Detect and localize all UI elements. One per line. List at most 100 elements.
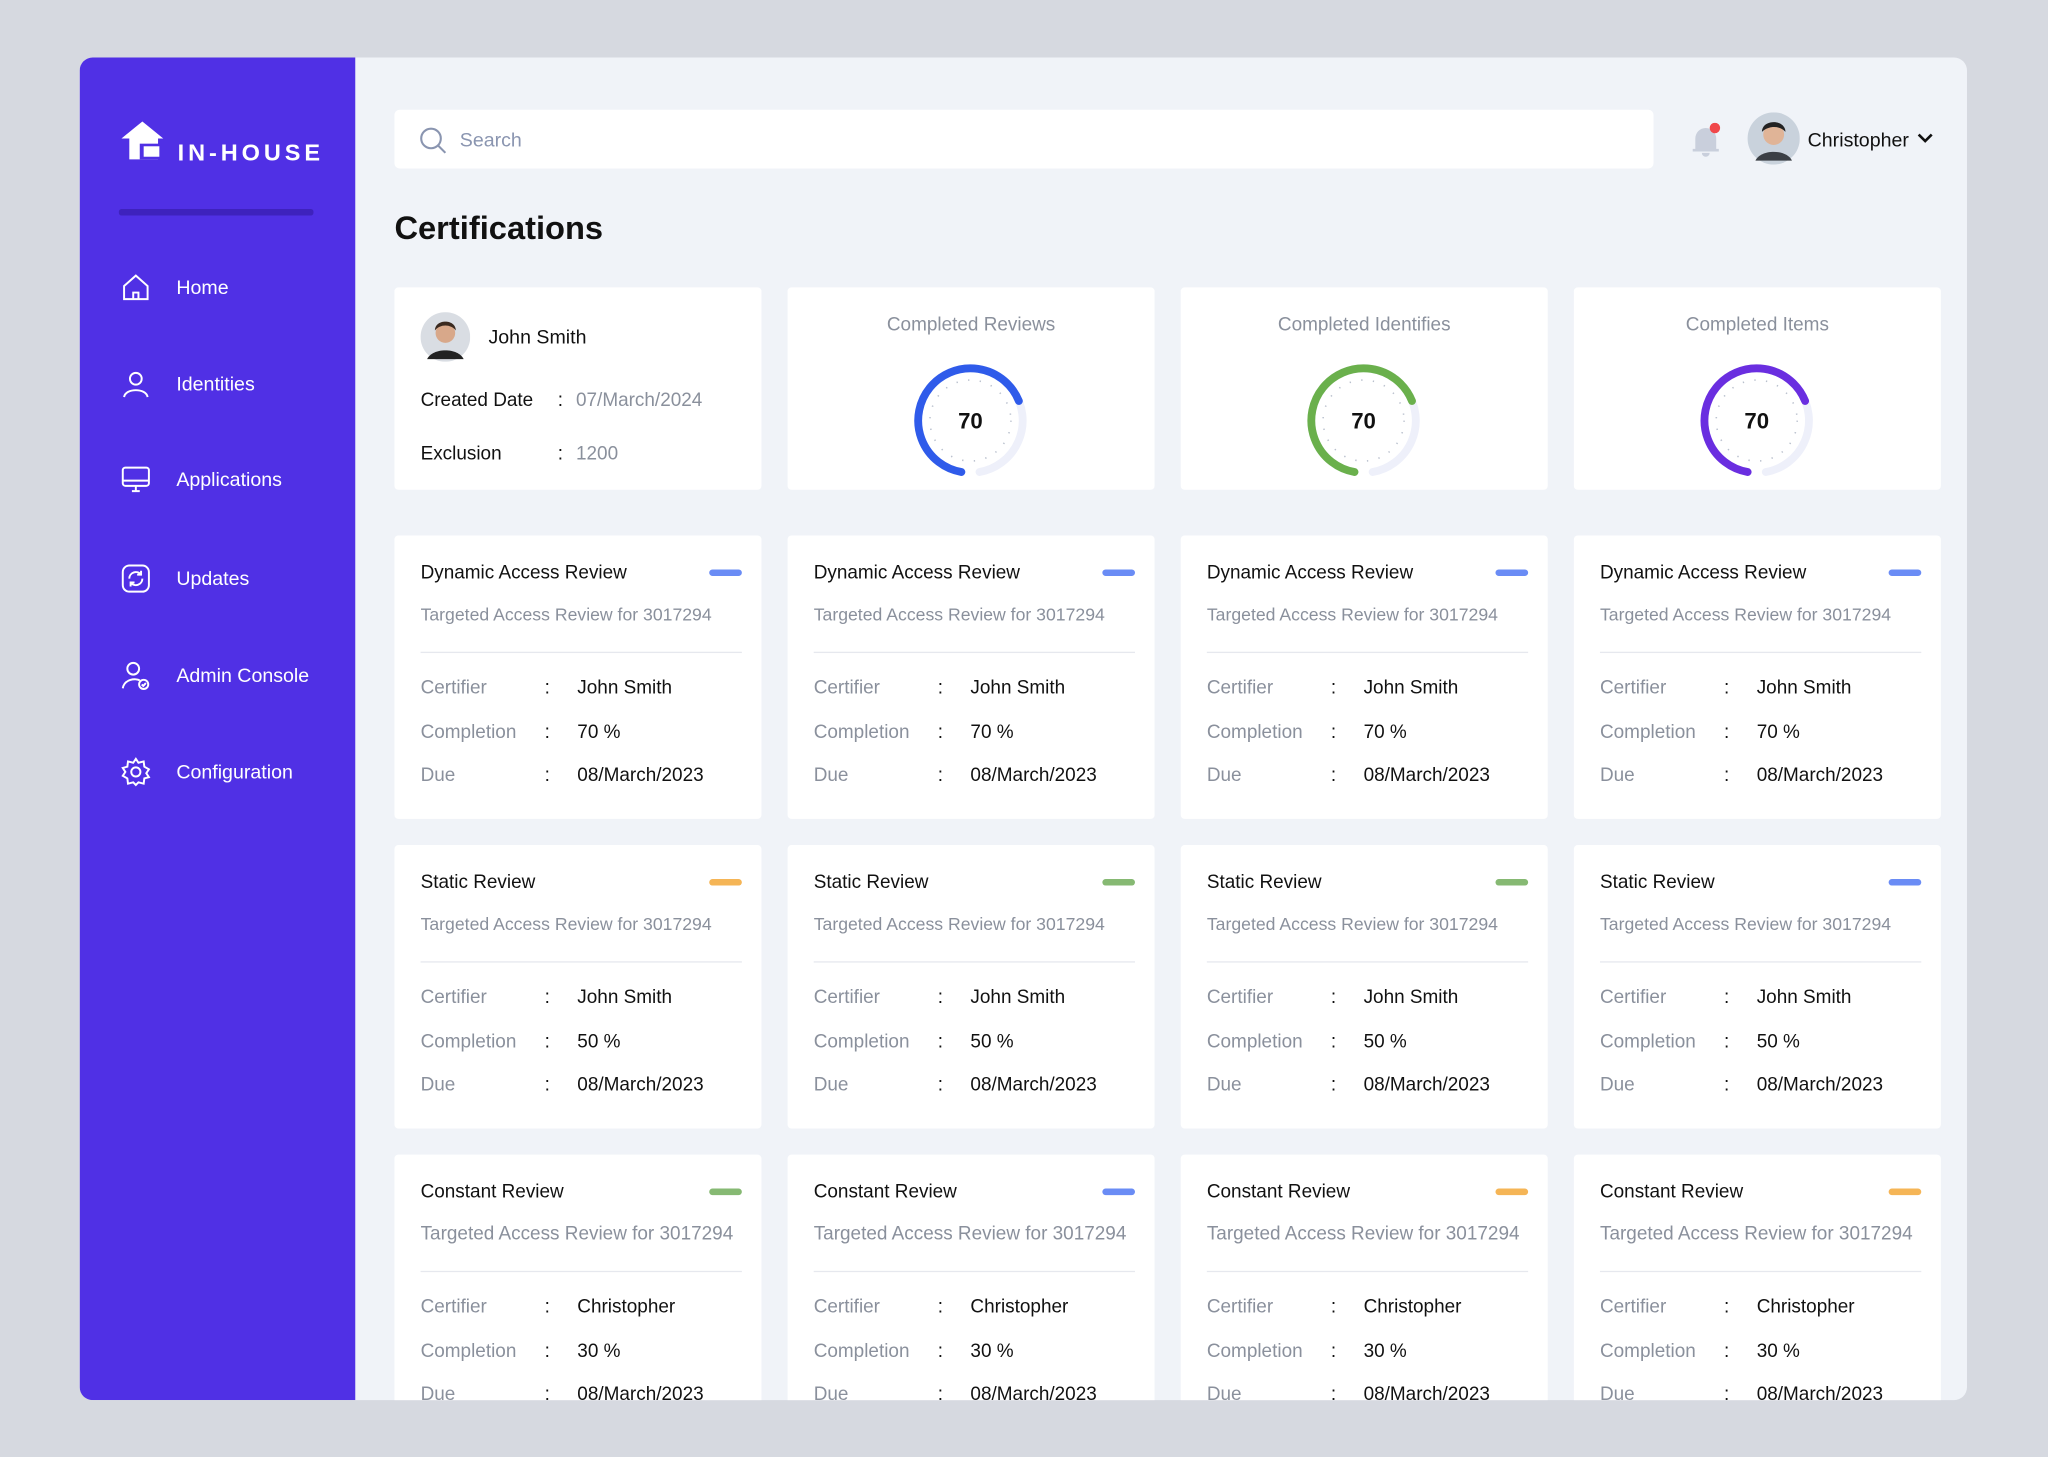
review-card: Static Review Targeted Access Review for … bbox=[1180, 845, 1548, 1129]
card-title: Constant Review bbox=[813, 1182, 957, 1203]
row-value: 08/March/2023 bbox=[577, 1074, 704, 1096]
dropdown-chevron[interactable] bbox=[1916, 131, 1934, 147]
stat-card: Completed Reviews 70 bbox=[787, 287, 1155, 490]
row-label: Completion bbox=[1599, 1031, 1696, 1053]
nav-item[interactable]: Applications bbox=[120, 460, 282, 499]
card-divider bbox=[813, 1270, 1136, 1273]
separator: : bbox=[1330, 765, 1337, 787]
separator: : bbox=[1330, 1074, 1337, 1096]
page-title: Certifications bbox=[394, 210, 604, 247]
row-value: 08/March/2023 bbox=[1363, 1074, 1490, 1096]
row-label: Due bbox=[420, 1384, 456, 1401]
card-title: Static Review bbox=[813, 872, 929, 894]
card-subtitle: Targeted Access Review for 3017294 bbox=[1206, 604, 1498, 625]
row-label: Certifier bbox=[813, 677, 881, 699]
row-value: 70 % bbox=[577, 721, 621, 743]
user-name[interactable]: Christopher bbox=[1807, 129, 1909, 152]
notification-bell[interactable] bbox=[1690, 122, 1724, 160]
stat-card: Completed Items 70 bbox=[1573, 287, 1941, 490]
gauge-arc bbox=[914, 364, 1023, 476]
stat-card: Completed Identifies 70 bbox=[1180, 287, 1548, 490]
row-value: 50 % bbox=[970, 1031, 1014, 1053]
card-divider bbox=[813, 651, 1136, 654]
gauge-arc bbox=[1700, 364, 1810, 476]
card-divider bbox=[420, 1270, 742, 1273]
status-indicator bbox=[1495, 1188, 1529, 1196]
row-label: Completion bbox=[813, 721, 910, 743]
row-label: Completion bbox=[1599, 1340, 1696, 1362]
row-value: 30 % bbox=[1363, 1340, 1407, 1362]
nav-item[interactable]: Updates bbox=[120, 559, 249, 598]
separator: : bbox=[544, 1296, 550, 1318]
row-label: Due bbox=[1206, 1384, 1242, 1401]
card-divider bbox=[1599, 961, 1922, 963]
row-value: Christopher bbox=[1756, 1296, 1855, 1318]
nav-item[interactable]: Home bbox=[120, 268, 229, 307]
gauge-dots bbox=[1322, 379, 1405, 462]
row-value: 70 % bbox=[970, 721, 1014, 743]
review-card: Constant Review Targeted Access Review fo… bbox=[1180, 1154, 1548, 1401]
card-title: Dynamic Access Review bbox=[420, 562, 627, 584]
search-placeholder: Search bbox=[459, 129, 522, 152]
separator: : bbox=[937, 987, 944, 1009]
logo-icon bbox=[121, 121, 164, 160]
card-subtitle: Targeted Access Review for 3017294 bbox=[1599, 604, 1892, 625]
nav-item[interactable]: Identities bbox=[120, 364, 255, 403]
card-subtitle: Targeted Access Review for 3017294 bbox=[813, 604, 1105, 625]
sidebar: IN-HOUSE Home Identities Applications Up… bbox=[79, 57, 356, 1401]
separator: : bbox=[1724, 987, 1730, 1009]
gauge-value: 70 bbox=[1744, 408, 1769, 433]
user-avatar[interactable] bbox=[1747, 112, 1800, 165]
row-label: Completion bbox=[1206, 1031, 1303, 1053]
status-indicator bbox=[1102, 1188, 1136, 1196]
separator: : bbox=[937, 765, 944, 787]
card-title: Static Review bbox=[1599, 872, 1715, 894]
row-label: Certifier bbox=[1206, 677, 1274, 699]
row-value: John Smith bbox=[1756, 677, 1852, 699]
card-title: Static Review bbox=[1206, 872, 1322, 894]
row-value: 08/March/2023 bbox=[1363, 1384, 1490, 1401]
nav-item[interactable]: Configuration bbox=[120, 752, 293, 791]
nav-label: Identities bbox=[176, 372, 255, 396]
card-title: Dynamic Access Review bbox=[1206, 562, 1414, 584]
row-label: Certifier bbox=[420, 987, 487, 1009]
row-value: John Smith bbox=[1363, 677, 1459, 699]
card-title: Constant Review bbox=[1206, 1182, 1350, 1203]
review-card: Static Review Targeted Access Review for … bbox=[394, 845, 762, 1129]
row-label: Certifier bbox=[420, 677, 487, 699]
separator: : bbox=[1330, 1031, 1337, 1053]
row-label: Completion bbox=[813, 1340, 910, 1362]
review-card: Dynamic Access Review Targeted Access Rev… bbox=[787, 535, 1155, 819]
card-divider bbox=[1206, 1270, 1529, 1273]
search-box[interactable]: Search bbox=[394, 109, 1654, 169]
separator: : bbox=[544, 1074, 550, 1096]
row-label: Certifier bbox=[1206, 987, 1274, 1009]
card-title: Dynamic Access Review bbox=[813, 562, 1020, 584]
review-card: Constant Review Targeted Access Review fo… bbox=[394, 1154, 762, 1401]
row-value: 08/March/2023 bbox=[577, 765, 704, 787]
card-subtitle: Targeted Access Review for 3017294 bbox=[813, 1223, 1127, 1245]
status-indicator bbox=[1888, 1188, 1922, 1196]
profile-avatar bbox=[420, 312, 471, 362]
gauge-value: 70 bbox=[958, 408, 983, 433]
row-label: Due bbox=[1599, 1074, 1635, 1096]
status-indicator bbox=[1888, 569, 1922, 576]
nav-label: Configuration bbox=[176, 760, 293, 784]
separator: : bbox=[544, 987, 550, 1009]
gauge-value: 70 bbox=[1351, 408, 1376, 433]
separator: : bbox=[1724, 1384, 1730, 1401]
row-label: Certifier bbox=[420, 1296, 487, 1318]
separator: : bbox=[544, 1031, 550, 1053]
stat-label: Completed Identifies bbox=[1277, 314, 1451, 336]
row-value: 50 % bbox=[577, 1031, 621, 1053]
status-indicator bbox=[1102, 879, 1136, 886]
nav-item[interactable]: Admin Console bbox=[120, 656, 309, 695]
row-value: 70 % bbox=[1756, 721, 1800, 743]
separator: : bbox=[1724, 677, 1730, 699]
review-card: Static Review Targeted Access Review for … bbox=[787, 845, 1155, 1129]
row-label: Certifier bbox=[813, 1296, 881, 1318]
card-divider bbox=[1206, 651, 1529, 654]
row-value: John Smith bbox=[577, 987, 673, 1009]
separator: : bbox=[1330, 721, 1337, 743]
